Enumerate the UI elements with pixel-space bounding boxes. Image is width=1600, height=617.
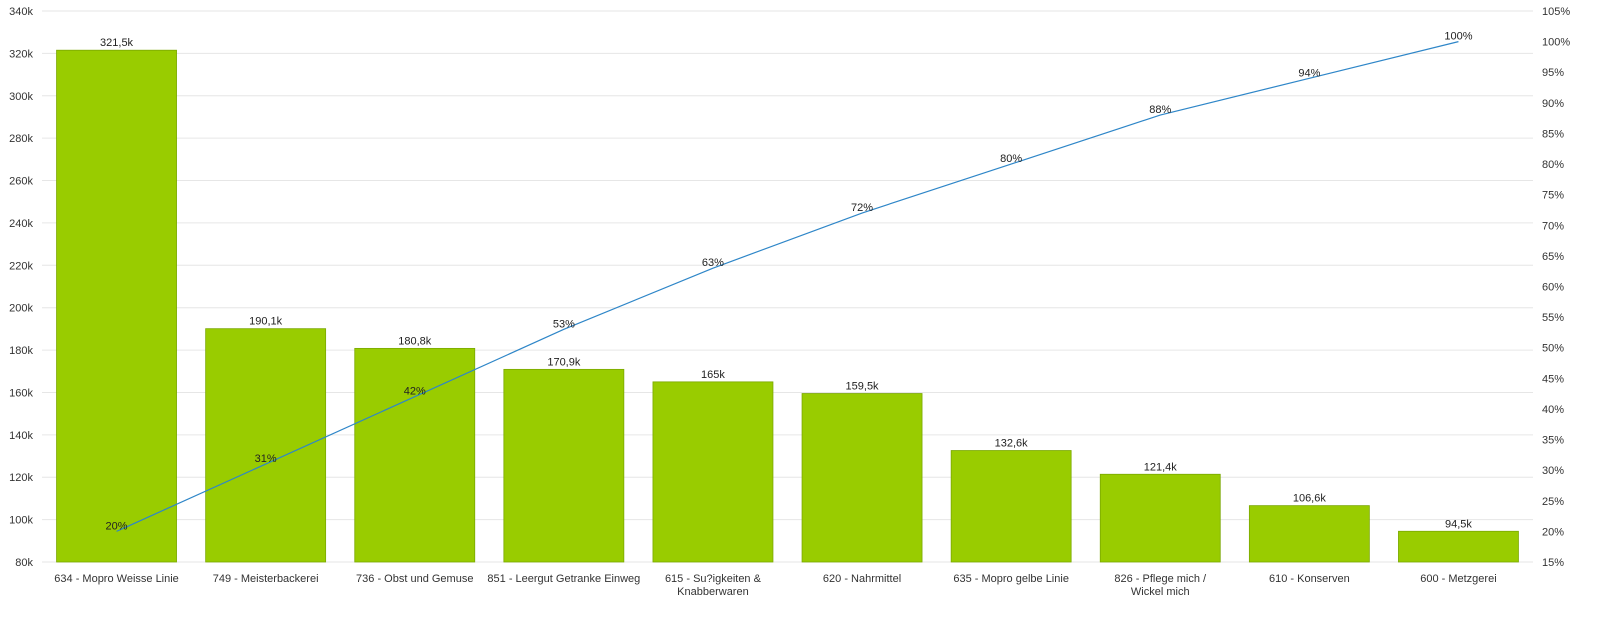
x-tick-label: 600 - Metzgerei bbox=[1420, 573, 1496, 585]
line-point-label: 31% bbox=[255, 453, 277, 465]
right-y-tick-label: 60% bbox=[1542, 282, 1564, 294]
right-y-tick-label: 90% bbox=[1542, 98, 1564, 110]
bar bbox=[1398, 530, 1519, 563]
right-y-tick-label: 20% bbox=[1542, 526, 1564, 538]
line-data-labels: 20% 31% 42% 53% 63% 72% 80% 88% 94% 100% bbox=[106, 31, 1473, 533]
line-point-label: 42% bbox=[404, 386, 426, 398]
bar bbox=[354, 347, 476, 563]
bar-value-label: 106,6k bbox=[1293, 493, 1327, 505]
left-y-tick-label: 280k bbox=[9, 133, 33, 145]
right-y-tick-label: 65% bbox=[1542, 251, 1564, 263]
right-y-tick-label: 35% bbox=[1542, 435, 1564, 447]
left-y-tick-label: 240k bbox=[9, 218, 33, 230]
x-tick-label: 635 - Mopro gelbe Linie bbox=[953, 573, 1069, 585]
x-tick-label: 620 - Nahrmittel bbox=[823, 573, 901, 585]
left-y-tick-label: 260k bbox=[9, 176, 33, 188]
cumulative-line-series bbox=[116, 41, 1459, 532]
left-y-tick-label: 180k bbox=[9, 345, 33, 357]
right-y-tick-label: 30% bbox=[1542, 465, 1564, 477]
right-y-tick-label: 15% bbox=[1542, 557, 1564, 569]
right-y-axis: 15% 20% 25% 30% 35% 40% 45% 50% 55% 60% 65% 70% 75% 8… bbox=[1542, 6, 1570, 569]
right-y-tick-label: 85% bbox=[1542, 128, 1564, 140]
left-y-tick-label: 200k bbox=[9, 303, 33, 315]
right-y-tick-label: 100% bbox=[1542, 37, 1570, 49]
bar-value-label: 159,5k bbox=[846, 381, 880, 393]
line-point-label: 94% bbox=[1298, 67, 1320, 79]
x-tick-label: 634 - Mopro Weisse Linie bbox=[54, 573, 179, 585]
bar-data-labels: 321,5k 190,1k 180,8k 170,9k 165k 159,5k 132,6k… bbox=[100, 37, 1472, 530]
line-point-label: 53% bbox=[553, 318, 575, 330]
line-point-label: 63% bbox=[702, 257, 724, 269]
cumulative-line bbox=[116, 41, 1459, 532]
right-y-tick-label: 80% bbox=[1542, 159, 1564, 171]
line-point-label: 20% bbox=[106, 520, 128, 532]
left-y-tick-label: 80k bbox=[15, 557, 33, 569]
right-y-tick-label: 95% bbox=[1542, 67, 1564, 79]
line-point-label: 72% bbox=[851, 202, 873, 214]
x-axis: 634 - Mopro Weisse Linie 749 - Meisterbac… bbox=[54, 573, 1496, 598]
bar bbox=[801, 393, 923, 563]
left-y-tick-label: 100k bbox=[9, 515, 33, 527]
line-point-label: 88% bbox=[1149, 104, 1171, 116]
x-tick-label: 826 - Pflege mich / Wickel mich bbox=[1114, 573, 1207, 598]
bar bbox=[1099, 473, 1221, 563]
right-y-tick-label: 105% bbox=[1542, 6, 1570, 18]
left-y-tick-label: 160k bbox=[9, 387, 33, 399]
x-tick-label: 615 - Su?igkeiten & Knabberwaren bbox=[665, 573, 762, 598]
left-y-tick-label: 120k bbox=[9, 472, 33, 484]
bar-value-label: 94,5k bbox=[1445, 518, 1472, 530]
bar bbox=[1248, 505, 1370, 563]
x-tick-label: 851 - Leergut Getranke Einweg bbox=[487, 573, 640, 585]
left-y-tick-label: 320k bbox=[9, 48, 33, 60]
right-y-tick-label: 55% bbox=[1542, 312, 1564, 324]
line-point-label: 100% bbox=[1444, 31, 1472, 43]
bar bbox=[503, 368, 625, 563]
x-tick-label: 610 - Konserven bbox=[1269, 573, 1350, 585]
bar bbox=[56, 49, 177, 563]
bar-value-label: 180,8k bbox=[398, 335, 432, 347]
left-y-tick-label: 340k bbox=[9, 6, 33, 18]
left-y-tick-label: 140k bbox=[9, 430, 33, 442]
line-point-label: 80% bbox=[1000, 153, 1022, 165]
right-y-tick-label: 40% bbox=[1542, 404, 1564, 416]
left-y-tick-label: 300k bbox=[9, 91, 33, 103]
x-tick-label: 736 - Obst und Gemuse bbox=[356, 573, 473, 585]
bar-value-label: 170,9k bbox=[547, 356, 581, 368]
right-y-tick-label: 70% bbox=[1542, 220, 1564, 232]
right-y-tick-label: 50% bbox=[1542, 343, 1564, 355]
left-y-tick-label: 220k bbox=[9, 260, 33, 272]
right-y-tick-label: 25% bbox=[1542, 496, 1564, 508]
bar-value-label: 190,1k bbox=[249, 316, 283, 328]
bar-value-label: 132,6k bbox=[995, 438, 1029, 450]
bar-value-label: 121,4k bbox=[1144, 461, 1178, 473]
bar-value-label: 165k bbox=[701, 369, 725, 381]
x-tick-label: 749 - Meisterbackerei bbox=[213, 573, 319, 585]
bar bbox=[652, 381, 774, 563]
right-y-tick-label: 45% bbox=[1542, 373, 1564, 385]
right-y-tick-label: 75% bbox=[1542, 190, 1564, 202]
bar bbox=[950, 450, 1072, 563]
bar-series bbox=[56, 49, 1519, 563]
bar-value-label: 321,5k bbox=[100, 37, 134, 49]
left-y-axis: 80k 100k 120k 140k 160k 180k 200k 220k 240k 260k 2… bbox=[9, 6, 33, 569]
